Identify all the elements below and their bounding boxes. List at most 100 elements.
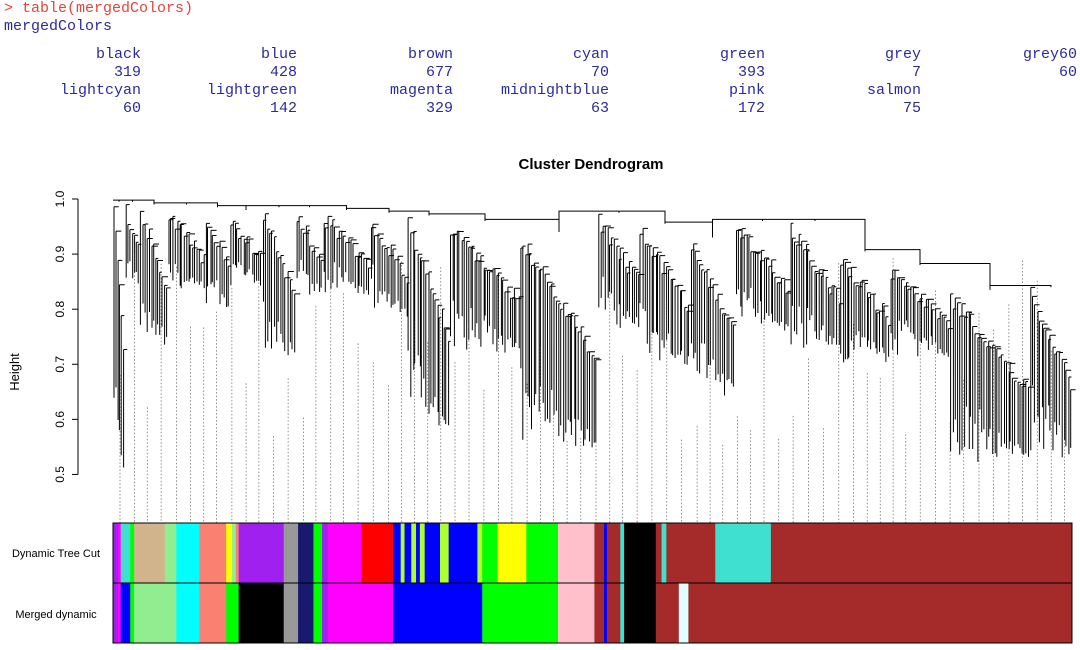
table-count-magenta: 329: [425, 100, 453, 117]
dynamic-tree-cut-bar-segment-tan: [134, 523, 166, 583]
dynamic-tree-cut-bar-segment-brown: [770, 523, 1073, 583]
merged-dynamic-bar-segment-midnightblue: [298, 583, 314, 643]
dynamic-tree-cut-bar-segment-purple: [238, 523, 285, 583]
merged-dynamic-bar-segment-blue: [393, 583, 483, 643]
merged-dynamic-bar-segment-green: [226, 583, 240, 643]
dynamic-tree-cut-bar-segment-grey: [283, 523, 299, 583]
dynamic-tree-cut-bar-segment-blue: [404, 523, 412, 583]
table-label-lightcyan: lightcyan: [59, 82, 141, 99]
color-bar-label-dynamic-tree-cut: Dynamic Tree Cut: [12, 548, 100, 560]
merged-dynamic-bar-segment-pink: [557, 583, 595, 643]
dynamic-tree-cut-bar-segment-green: [130, 523, 135, 583]
table-count-brown: 677: [425, 64, 453, 81]
table-count-grey60: 60: [1058, 64, 1077, 81]
table-count-grey: 7: [911, 64, 921, 81]
merged-dynamic-bar-segment-turquoise: [620, 583, 625, 643]
dynamic-tree-cut-bar-segment-blue: [416, 523, 421, 583]
merged-dynamic-bar-segment-blue: [604, 583, 608, 643]
dynamic-tree-cut-bar-segment-turquoise: [715, 523, 772, 583]
dynamic-tree-cut-bar-segment-cyan: [176, 523, 200, 583]
dynamic-tree-cut-bar-segment-red: [361, 523, 394, 583]
y-tick-label: 0.7: [53, 356, 67, 373]
console-command: > table(mergedColors): [4, 0, 194, 17]
merged-dynamic-bar-segment-black: [238, 583, 285, 643]
table-count-cyan: 70: [590, 64, 609, 81]
merged-dynamic-bar-segment-grey: [283, 583, 299, 643]
dynamic-tree-cut-bar-segment-greenyellow: [400, 523, 405, 583]
merged-dynamic-bar-segment-black: [624, 583, 657, 643]
dynamic-tree-cut-bar-segment-lightgreen: [164, 523, 177, 583]
merged-dynamic-bar-segment-magenta: [327, 583, 394, 643]
cluster-dendrogram-figure: Cluster Dendrogram 0.5 0.6 0.7 0.8 0.9 1.0 He…: [7, 156, 1076, 644]
dynamic-tree-cut-bar-segment-yellow: [497, 523, 527, 583]
dynamic-tree-cut-bar-segment-green: [313, 523, 323, 583]
table-count-midnightblue: 63: [590, 100, 609, 117]
merged-dynamic-bar-segment-magenta: [117, 583, 122, 643]
module-color-bars: [112, 522, 1073, 644]
dynamic-tree-cut-bar-segment-green: [482, 523, 498, 583]
merged-dynamic-bar-segment-green: [313, 583, 323, 643]
table-count-black: 319: [113, 64, 141, 81]
merged-dynamic-bar-segment-brown: [655, 583, 680, 643]
table-label-salmon: salmon: [866, 82, 921, 99]
dynamic-tree-cut-bar-segment-blue: [424, 523, 441, 583]
table-count-lightgreen: 142: [269, 100, 297, 117]
y-axis-label: Height: [7, 353, 22, 391]
dynamic-tree-cut-bar-segment-turquoise: [661, 523, 667, 583]
dynamic-tree-cut-bar-segment-salmon: [199, 523, 227, 583]
dynamic-tree-cut-bar-segment-brown: [666, 523, 716, 583]
table-label-lightgreen: lightgreen: [206, 82, 297, 99]
table-label-black: black: [95, 46, 141, 63]
table-label-cyan: cyan: [572, 46, 609, 63]
leaf-guide-lines: [119, 254, 1065, 523]
dynamic-tree-cut-bar-segment-pink: [557, 523, 595, 583]
merged-dynamic-bar-segment-green: [482, 583, 559, 643]
table-count-blue: 428: [269, 64, 297, 81]
dynamic-tree-cut-bar-segment-turquoise: [620, 523, 625, 583]
merged-dynamic-bar: [113, 583, 1073, 643]
table-label-blue: blue: [260, 46, 297, 63]
dynamic-tree-cut-bar-segment-greenyellow: [419, 523, 426, 583]
table-label-grey: grey: [884, 46, 921, 63]
dynamic-tree-cut-bar-segment-blue: [393, 523, 402, 583]
table-label-brown: brown: [407, 46, 453, 63]
dynamic-tree-cut-bar-segment-brown: [606, 523, 621, 583]
table-count-green: 393: [737, 64, 765, 81]
dynamic-tree-cut-bar-segment-turquoise: [120, 523, 131, 583]
dynamic-tree-cut-bar-segment-blue: [448, 523, 478, 583]
merged-dynamic-bar-segment-brown: [688, 583, 1073, 643]
merged-dynamic-bar-segment-purple: [113, 583, 119, 643]
dynamic-tree-cut-bar-segment-brown: [594, 523, 605, 583]
merged-dynamic-bar-segment-blue: [120, 583, 131, 643]
table-label-green: green: [719, 46, 765, 63]
y-tick-label: 1.0: [53, 190, 67, 207]
merged-dynamic-bar-segment-green: [130, 583, 135, 643]
y-axis: 0.5 0.6 0.7 0.8 0.9 1.0: [53, 190, 79, 483]
dynamic-tree-cut-bar-segment-magenta: [327, 523, 362, 583]
dynamic-tree-cut-bar-segment-purple: [322, 523, 329, 583]
y-tick-label: 0.9: [53, 245, 67, 262]
table-label-grey60: grey60: [1022, 46, 1077, 63]
y-tick-label: 0.5: [53, 466, 67, 483]
merged-dynamic-bar-segment-cyan: [176, 583, 200, 643]
dynamic-tree-cut-bar-segment-lightgreen: [231, 523, 237, 583]
dynamic-tree-cut-bar-segment-salmon: [235, 523, 240, 583]
table-label-magenta: magenta: [389, 82, 453, 99]
dynamic-tree-cut-bar: [113, 523, 1073, 583]
dynamic-tree-cut-bar-segment-brown: [655, 523, 662, 583]
dendrogram-tree: [113, 199, 1076, 523]
dynamic-tree-cut-bar-segment-black: [624, 523, 657, 583]
dendrogram-branches: [113, 199, 1076, 468]
r-console-output: > table(mergedColors) mergedColors black…: [4, 0, 1080, 140]
merged-dynamic-bar-segment-purple: [322, 583, 329, 643]
dynamic-tree-cut-bar-segment-greenyellow: [477, 523, 483, 583]
color-bar-label-merged-dynamic: Merged dynamic: [15, 609, 97, 621]
table-label-pink: pink: [728, 82, 765, 99]
dynamic-tree-cut-bar-segment-yellow: [226, 523, 233, 583]
y-tick-label: 0.6: [53, 411, 67, 428]
dynamic-tree-cut-bar-segment-greenyellow: [440, 523, 450, 583]
merged-dynamic-bar-segment-lightgreen: [134, 583, 177, 643]
table-label-midnightblue: midnightblue: [500, 82, 609, 99]
dynamic-tree-cut-bar-segment-greenyellow: [411, 523, 417, 583]
dynamic-tree-cut-bar-segment-midnightblue: [298, 523, 314, 583]
